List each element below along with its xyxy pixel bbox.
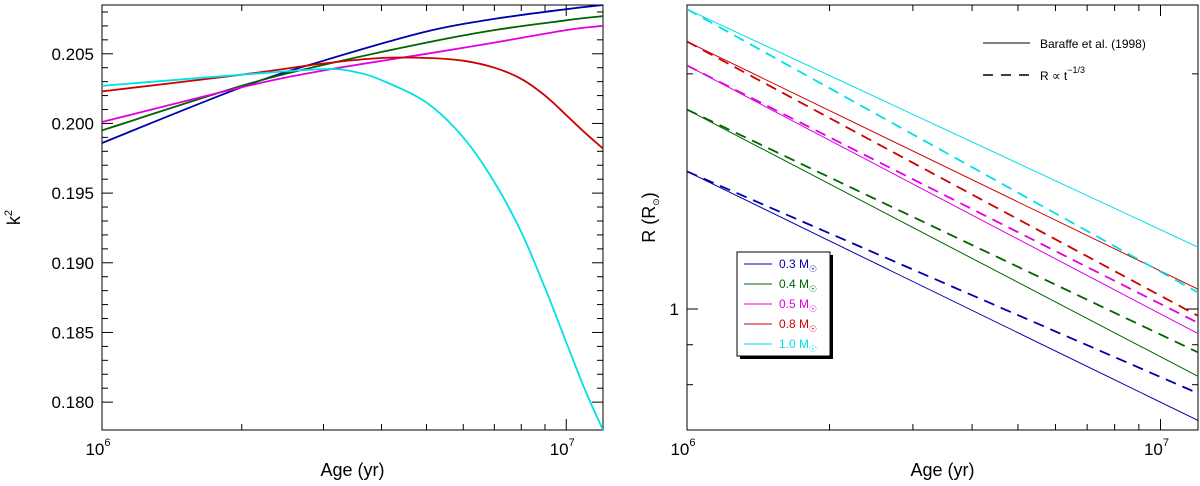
y-axis-label-main: R (R [639,206,659,243]
y-axis-label: k2 [3,210,24,225]
series-line-baraffe [687,41,1198,290]
x-axis-label: Age (yr) [910,460,974,480]
series-line-k2 [102,56,603,150]
series-line-power-law [687,8,1198,294]
series-line-power-law [687,108,1198,354]
legend-label-mass: 0.4 M☉ [779,277,817,294]
series-line-baraffe [687,65,1198,335]
y-tick-label: 0.205 [51,45,94,64]
x-axis-label: Age (yr) [320,460,384,480]
legend-label-power-law: R ∝ t−1/3 [1040,65,1085,83]
y-tick-label: 1 [670,300,679,319]
legend-label-mass-sub: ☉ [809,264,817,274]
legend-label-power-law-main: R ∝ t [1040,69,1068,83]
series-line-power-law [687,170,1198,395]
x-tick-label: 106 [85,437,110,459]
y-tick-label: 0.180 [51,393,94,412]
x-tick-label: 107 [1144,437,1169,459]
series-group-left [102,5,603,430]
series-line-k2 [102,5,603,144]
legend-label-mass-sub: ☉ [809,284,817,294]
legend-label-power-law-exp: −1/3 [1067,65,1085,75]
legend-label-mass-sub: ☉ [809,344,817,354]
legend-label-mass-main: 0.3 M [779,257,809,271]
series-line-power-law [687,64,1198,324]
series-line-baraffe [687,170,1198,421]
y-axis-label-close: ) [639,192,659,198]
x-tick-label-exp: 7 [569,437,575,449]
legend-label-mass-main: 0.4 M [779,277,809,291]
y-tick-label: 0.190 [51,254,94,273]
x-tick-label-exp: 7 [1163,437,1169,449]
series-line-k2 [102,68,603,430]
legend-label-mass-main: 1.0 M [779,337,809,351]
y-tick-label: 0.195 [51,184,94,203]
y-tick-label: 0.200 [51,114,94,133]
legend-label-mass: 1.0 M☉ [779,337,817,354]
y-axis-label-main: k [4,215,24,225]
plot-frame-left [101,4,604,431]
y-tick-label: 0.185 [51,323,94,342]
x-tick-label: 107 [550,437,575,459]
legend-label-mass-main: 0.8 M [779,317,809,331]
legend-label-mass-sub: ☉ [809,304,817,314]
legend-label-mass-sub: ☉ [809,324,817,334]
series-line-baraffe [687,109,1198,377]
legend-label-mass: 0.3 M☉ [779,257,817,274]
x-tick-label-base: 10 [1144,440,1163,459]
x-tick-label: 106 [670,437,695,459]
y-axis-label: R (R⊙) [639,192,661,243]
series-line-k2 [102,25,603,123]
legend-label-baraffe: Baraffe et al. (1998) [1040,37,1146,51]
x-tick-label-base: 10 [550,440,569,459]
legend-label-mass: 0.8 M☉ [779,317,817,334]
x-tick-label-exp: 6 [104,437,110,449]
y-axis-label-sub: ⊙ [651,198,661,206]
plot-frame-right [686,4,1199,431]
legend-label-mass-main: 0.5 M [779,297,809,311]
x-tick-label-base: 10 [85,440,104,459]
series-group-right [687,8,1198,421]
y-axis-label-exp: 2 [3,210,15,216]
series-line-baraffe [687,8,1198,248]
x-tick-label-base: 10 [670,440,689,459]
series-line-power-law [687,40,1198,317]
legend-label-mass: 0.5 M☉ [779,297,817,314]
x-tick-label-exp: 6 [689,437,695,449]
